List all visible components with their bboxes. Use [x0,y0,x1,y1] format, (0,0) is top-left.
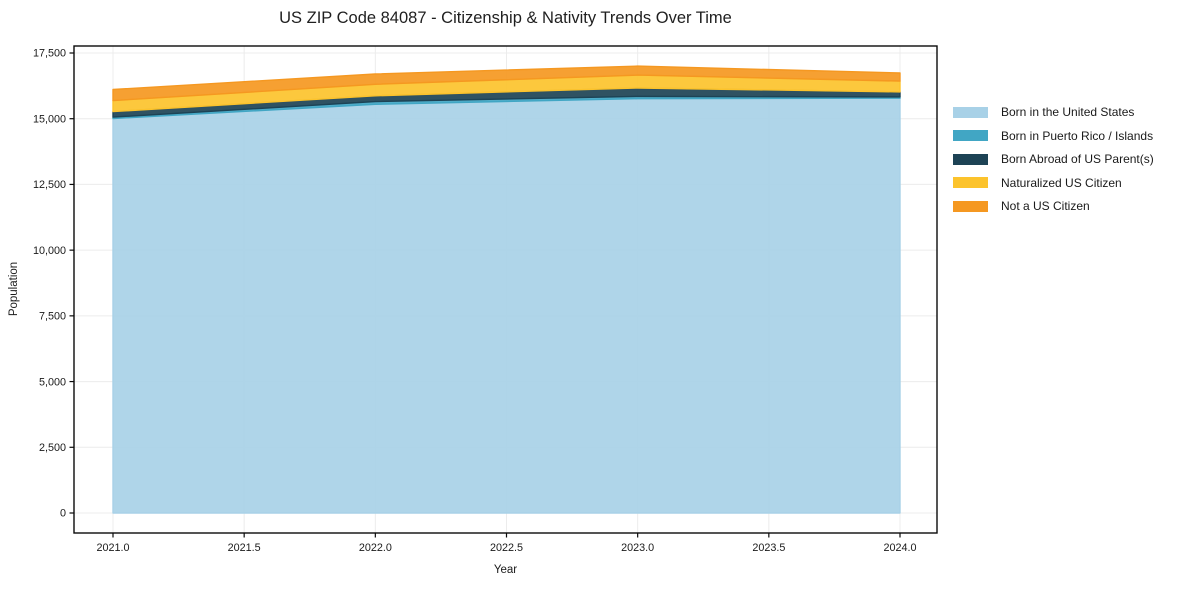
x-axis-label: Year [493,564,518,576]
area-series-not-a-us-citizen [112,65,901,102]
legend-item: Born in the United States [953,105,1154,119]
plot-frame [73,45,938,534]
x-tick-label: 2023.5 [752,542,785,554]
legend-swatch [953,177,988,189]
y-tick-label: 17,500 [33,48,66,60]
legend-swatch [953,200,988,212]
x-tick-label: 2022.0 [359,542,392,554]
legend-item: Not a US Citizen [953,199,1154,213]
x-tick-label: 2024.0 [883,542,916,554]
legend-label: Born in the United States [1001,105,1135,119]
y-axis-label: Population [8,261,20,317]
legend-item: Born in Puerto Rico / Islands [953,129,1154,143]
legend-label: Born Abroad of US Parent(s) [1001,152,1154,167]
x-tick-label: 2021.0 [96,542,129,554]
y-tick-label: 0 [60,508,66,520]
y-tick-label: 12,500 [33,179,66,191]
legend-swatch [953,106,988,118]
legend-label: Not a US Citizen [1001,199,1090,214]
x-tick-label: 2021.5 [228,542,261,554]
y-tick-label: 10,000 [33,245,66,257]
area-series-born-in-the-united-states [112,97,901,514]
chart-title: US ZIP Code 84087 - Citizenship & Nativi… [279,9,732,27]
legend: Born in the United States Born in Puerto … [953,105,1154,213]
y-tick-label: 2,500 [39,442,66,454]
legend-item: Born Abroad of US Parent(s) [953,152,1154,166]
legend-label: Born in Puerto Rico / Islands [1001,128,1154,143]
y-tick-label: 5,000 [39,376,66,388]
y-tick-label: 15,000 [33,113,66,125]
x-tick-label: 2022.5 [490,542,523,554]
legend-item: Naturalized US Citizen [953,176,1154,190]
y-tick-label: 7,500 [39,311,66,323]
x-tick-label: 2023.0 [621,542,654,554]
legend-label: Naturalized US Citizen [1001,175,1122,190]
legend-swatch [953,153,988,165]
legend-swatch [953,130,988,142]
